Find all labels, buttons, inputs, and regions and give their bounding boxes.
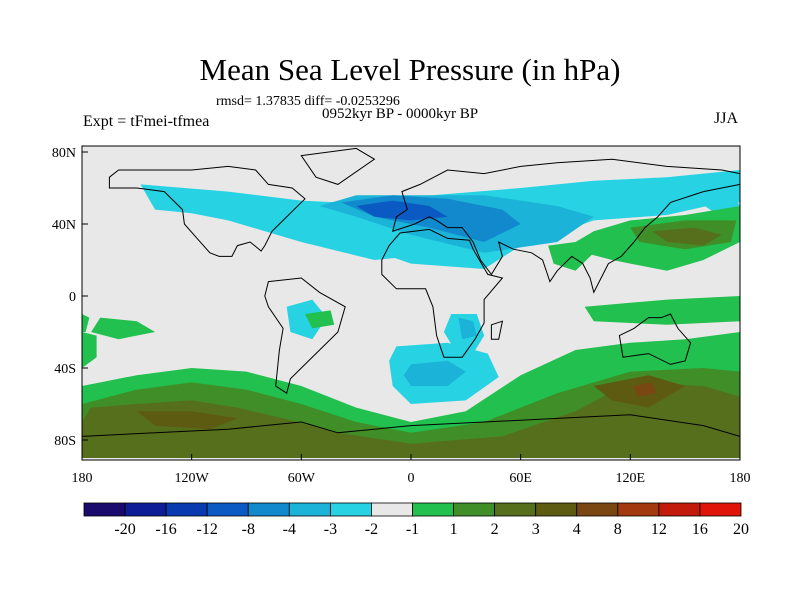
colorbar-swatch — [535, 502, 578, 517]
colorbar-label: 20 — [733, 521, 749, 538]
season-label: JJA — [714, 110, 739, 127]
time-period: 0952kyr BP - 0000kyr BP — [322, 106, 479, 122]
colorbar-swatch — [371, 502, 413, 517]
colorbar-swatch — [124, 502, 167, 517]
lon-label: 120E — [616, 471, 646, 486]
colorbar: -20 -16 -12 -8 -4 -3 -2 -1 1 2 3 4 8 12 16 20 — [83, 502, 749, 538]
colorbar-swatch — [412, 502, 454, 517]
colorbar-label: 12 — [651, 521, 667, 538]
contour-southern-ocean-brown — [82, 382, 740, 458]
coastline-greenland — [300, 147, 376, 185]
colorbar-label: 2 — [491, 521, 499, 538]
contour-south-atlantic-cyan-2 — [403, 360, 466, 386]
colorbar-label: -2 — [365, 521, 378, 538]
contour-central-asia-cyan — [593, 184, 740, 206]
map-title: Mean Sea Level Pressure (in hPa) — [199, 52, 621, 87]
colorbar-label: 8 — [614, 521, 622, 538]
colorbar-swatch — [494, 502, 537, 517]
contour-south-pacific-brown-2 — [136, 411, 238, 430]
colorbar-swatch — [83, 502, 126, 517]
lat-label: 40N — [52, 218, 76, 233]
contour-tropical-green-w — [82, 332, 97, 368]
colorbar-swatch — [247, 502, 290, 517]
coastline-australia — [618, 313, 692, 365]
coastline-madagascar — [490, 320, 504, 340]
lon-label: 60W — [288, 471, 316, 486]
coastline-north-america — [108, 165, 306, 257]
colorbar-label: 1 — [450, 521, 458, 538]
colorbar-swatch — [206, 502, 249, 517]
contour-pacific-green-se — [91, 317, 156, 340]
colorbar-swatch — [288, 502, 331, 517]
colorbar-swatch — [329, 502, 372, 517]
colorbar-label: -12 — [197, 521, 218, 538]
colorbar-label: -4 — [283, 521, 296, 538]
lon-label: 0 — [408, 471, 415, 486]
coastline-antarctica — [82, 414, 740, 437]
map-plot-area — [82, 146, 740, 460]
rmsd-stats: rmsd= 1.37835 diff= -0.0253296 — [216, 94, 400, 109]
coastline-africa — [381, 228, 504, 358]
coastline-south-america — [264, 277, 346, 395]
colorbar-label: -3 — [324, 521, 337, 538]
colorbar-swatch — [165, 502, 208, 517]
colorbar-label: 16 — [692, 521, 708, 538]
experiment-label: Expt = tFmei-tfmea — [83, 113, 210, 130]
coastline-eurasia — [391, 158, 740, 294]
lon-label: 120W — [175, 471, 210, 486]
lat-label: 40S — [54, 362, 76, 377]
lon-label: 180 — [730, 471, 751, 486]
lat-label: 80S — [54, 434, 76, 449]
colorbar-label: 3 — [532, 521, 540, 538]
colorbar-label: 4 — [573, 521, 581, 538]
colorbar-swatch — [576, 502, 619, 517]
colorbar-label: -16 — [155, 521, 176, 538]
lon-label: 60E — [509, 471, 532, 486]
contour-africa-cyan-2 — [458, 317, 477, 340]
colorbar-label: -1 — [406, 521, 419, 538]
contour-atlantic-cyan-band — [228, 215, 411, 260]
lat-label: 80N — [52, 146, 76, 161]
map-axes: 80N 40N 0 40S 80S 180 120W 60W 0 60E 120E 180 — [52, 146, 751, 486]
contour-north-atlantic-cyan-4 — [356, 200, 448, 221]
contour-pacific-green-nw-3 — [652, 227, 722, 246]
colorbar-label: -20 — [114, 521, 135, 538]
colorbar-swatch — [658, 502, 701, 517]
contour-indian-spot — [634, 382, 656, 397]
colorbar-swatch — [699, 502, 742, 517]
lon-label: 180 — [72, 471, 93, 486]
lat-label: 0 — [69, 290, 76, 305]
contour-indian-ocean-green — [584, 296, 740, 325]
contour-tropical-atlantic-cyan — [286, 299, 327, 340]
colorbar-swatch — [453, 502, 496, 517]
contour-atlantic-green-spot — [305, 310, 335, 329]
contour-tropical-green-w2 — [82, 314, 90, 332]
colorbar-label: -8 — [242, 521, 255, 538]
colorbar-swatch — [617, 502, 660, 517]
